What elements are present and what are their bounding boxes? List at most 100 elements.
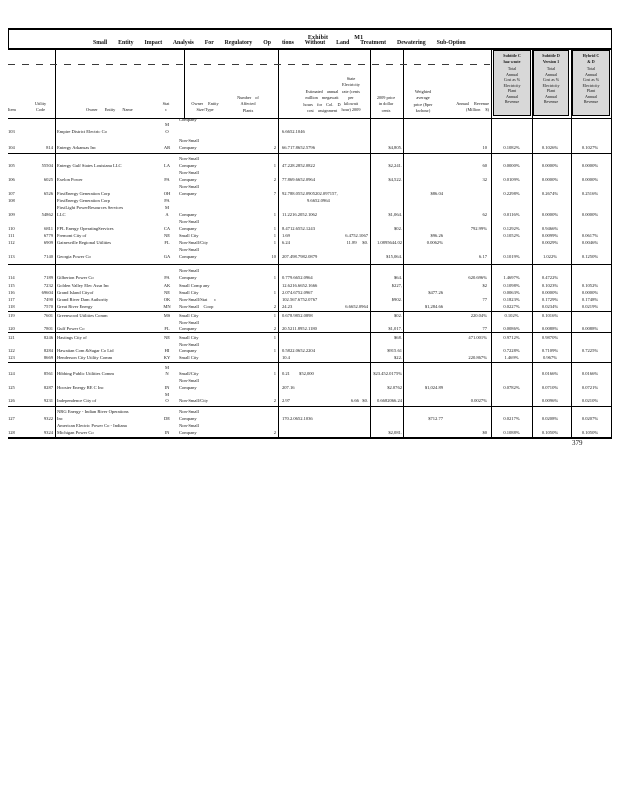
cell-pctC: 0.0063%: [503, 290, 520, 295]
cell-pctD: 0.0029%: [541, 240, 559, 245]
cell-item: 107: [8, 191, 15, 196]
cell-pctD: 0.0166%: [541, 371, 559, 376]
table-row: 126 9231 Independence City of O Non-Small/Ci…: [0, 398, 618, 404]
cell-price: $2,081.: [388, 430, 402, 435]
cell-rate: 6.4752.1067: [345, 233, 368, 238]
cell-size: Small/City: [179, 371, 199, 376]
cell-wavg: $1,284.66: [424, 304, 443, 309]
cell-item: 112: [8, 240, 15, 245]
cell-price: $4,522.: [388, 177, 402, 182]
table-row: Non-Small: [0, 320, 618, 326]
cell-plants: 2: [273, 145, 276, 150]
table-row: 127 9322 Inc DE Company 170.2.0652.1036 $712.7…: [0, 416, 618, 422]
cell-size: Non-Small: [179, 156, 199, 161]
cell-pctH: 0.0000%: [581, 177, 599, 182]
cell-pctD: 0.1023%: [541, 283, 559, 288]
cell-plants: 7: [273, 191, 276, 196]
cell-plants: 10: [271, 254, 276, 259]
cell-item: 105: [8, 163, 15, 168]
cell-state: IN: [164, 430, 170, 435]
col-header-size-type: Owner Entity Size/Type: [191, 101, 219, 113]
cell-pctH: 0.2516%: [581, 191, 599, 196]
cell-size: Company: [179, 430, 197, 435]
cell-rev: 220.04%: [470, 313, 487, 318]
cell-price: 1.0895644.02: [376, 240, 402, 245]
table-rule-vertical: [570, 50, 572, 437]
table-row: 117 7490 Grand River Dam Authority OK Non-Sm…: [0, 297, 618, 303]
cell-pctH: 0.1050%: [581, 430, 599, 435]
cell-state: M: [164, 205, 170, 210]
cell-rev: 62: [482, 212, 487, 217]
table-row: Non-Small: [0, 268, 618, 274]
cell-rev: $0: [482, 430, 487, 435]
cell-code: 7189: [43, 275, 53, 280]
cell-est: 170.2.0652.1036: [282, 416, 313, 421]
table-row: 109 54862 LLC A Company 1 11.2216.2052.1062 $1,…: [0, 212, 618, 218]
cell-est: 0.779.6652.0964: [282, 275, 313, 280]
cell-price: $915.61: [387, 348, 402, 353]
cell-price: $1,017.: [388, 326, 402, 331]
cell-state: M: [164, 122, 170, 127]
cell-price: $2,241.: [388, 163, 402, 168]
cell-rate: 6.6652.0964: [345, 304, 368, 309]
cell-wavg: $96.26: [430, 233, 443, 238]
cell-pctD: 0.0208%: [541, 416, 559, 421]
table-rule-vertical: [403, 48, 404, 437]
col-header-state-rate: State Electricity rate (cents per kilowa…: [341, 76, 361, 113]
cell-size: Non-Small: [179, 247, 199, 252]
cell-est: 207.498.7982.0879: [282, 254, 318, 259]
table-row: 120 7801 Gulf Power Co FL Company 2 20.5211.89…: [0, 326, 618, 332]
cell-state: AR: [163, 145, 171, 150]
cell-pctC: 0.0227%: [503, 304, 520, 309]
cell-est: 2.074.6752.0967: [282, 290, 313, 295]
cell-size: Company: [179, 348, 197, 353]
cell-code: 54862: [41, 212, 53, 217]
col-header-2009-price: 2009 price in dollar cents: [376, 95, 396, 113]
cell-item: 124: [8, 371, 15, 376]
cell-code: 6025: [43, 177, 53, 182]
subtitle-d-header-sub: Total Annual Cost as % Electricity Plant…: [542, 66, 560, 104]
cell-item: 121: [8, 335, 15, 340]
table-row: Company: [0, 117, 618, 123]
cell-pctH: 0.0088%: [581, 326, 599, 331]
cell-plants: 1: [273, 240, 276, 245]
cell-code: 8669: [43, 355, 53, 360]
cell-code: 814: [46, 145, 53, 150]
cell-code: 9324: [43, 430, 53, 435]
cell-est: 6.24: [282, 240, 290, 245]
cell-name: FPL Energy OperatingServices: [57, 226, 114, 231]
cell-pctC: 0.1052%: [503, 233, 520, 238]
cell-plants: 1: [273, 371, 276, 376]
table-rule-horizontal: [8, 28, 612, 31]
cell-plants: 1: [273, 290, 276, 295]
table-row: 119 7601 Greenwood Utilities Comm MS Small C…: [0, 313, 618, 319]
exhibit-heading: Exhibit M1: [301, 29, 363, 47]
cell-size: Non-Small: [179, 409, 199, 414]
col-header-estimated-hours: Estimated annual million megawatt hours …: [303, 89, 341, 113]
cell-size: Company: [179, 212, 197, 217]
cell-size: Non-Small: [179, 378, 199, 383]
cell-size: Company: [179, 416, 197, 421]
subtitle-c-header-sub: Total Annual Cost as % Electricity Plant…: [503, 66, 521, 104]
hybrid-cd-header-title: Hybrid C & D: [582, 53, 600, 64]
cell-pctD: 0.967%: [542, 355, 558, 360]
cell-item: 115: [8, 283, 15, 288]
cell-code: 55504: [41, 163, 53, 168]
cell-pctD: 0.0099%: [541, 233, 559, 238]
cell-size: Company: [179, 117, 197, 122]
cell-rev: 6.17: [479, 254, 487, 259]
cell-plants: 1: [273, 335, 276, 340]
table-row: 116 69604 Grand Island Cityof NE Small City 1…: [0, 290, 618, 296]
cell-est: 20.5211.8952.1180: [282, 326, 317, 331]
cell-pctD: 0.7109%: [541, 348, 559, 353]
cell-name: Inc: [57, 416, 63, 421]
cell-code: 7801: [43, 326, 53, 331]
cell-state: MS: [163, 313, 171, 318]
cell-est: 1.69: [282, 233, 290, 238]
cell-name: Gilberton Power Co: [57, 275, 94, 280]
cell-code: 69604: [41, 290, 53, 295]
table-row: American Electric Power Co - Indiana Non-…: [0, 423, 618, 429]
cell-pctD: 1.022%: [542, 254, 558, 259]
cell-name: FirstEnergy Generation Corp: [57, 198, 110, 203]
